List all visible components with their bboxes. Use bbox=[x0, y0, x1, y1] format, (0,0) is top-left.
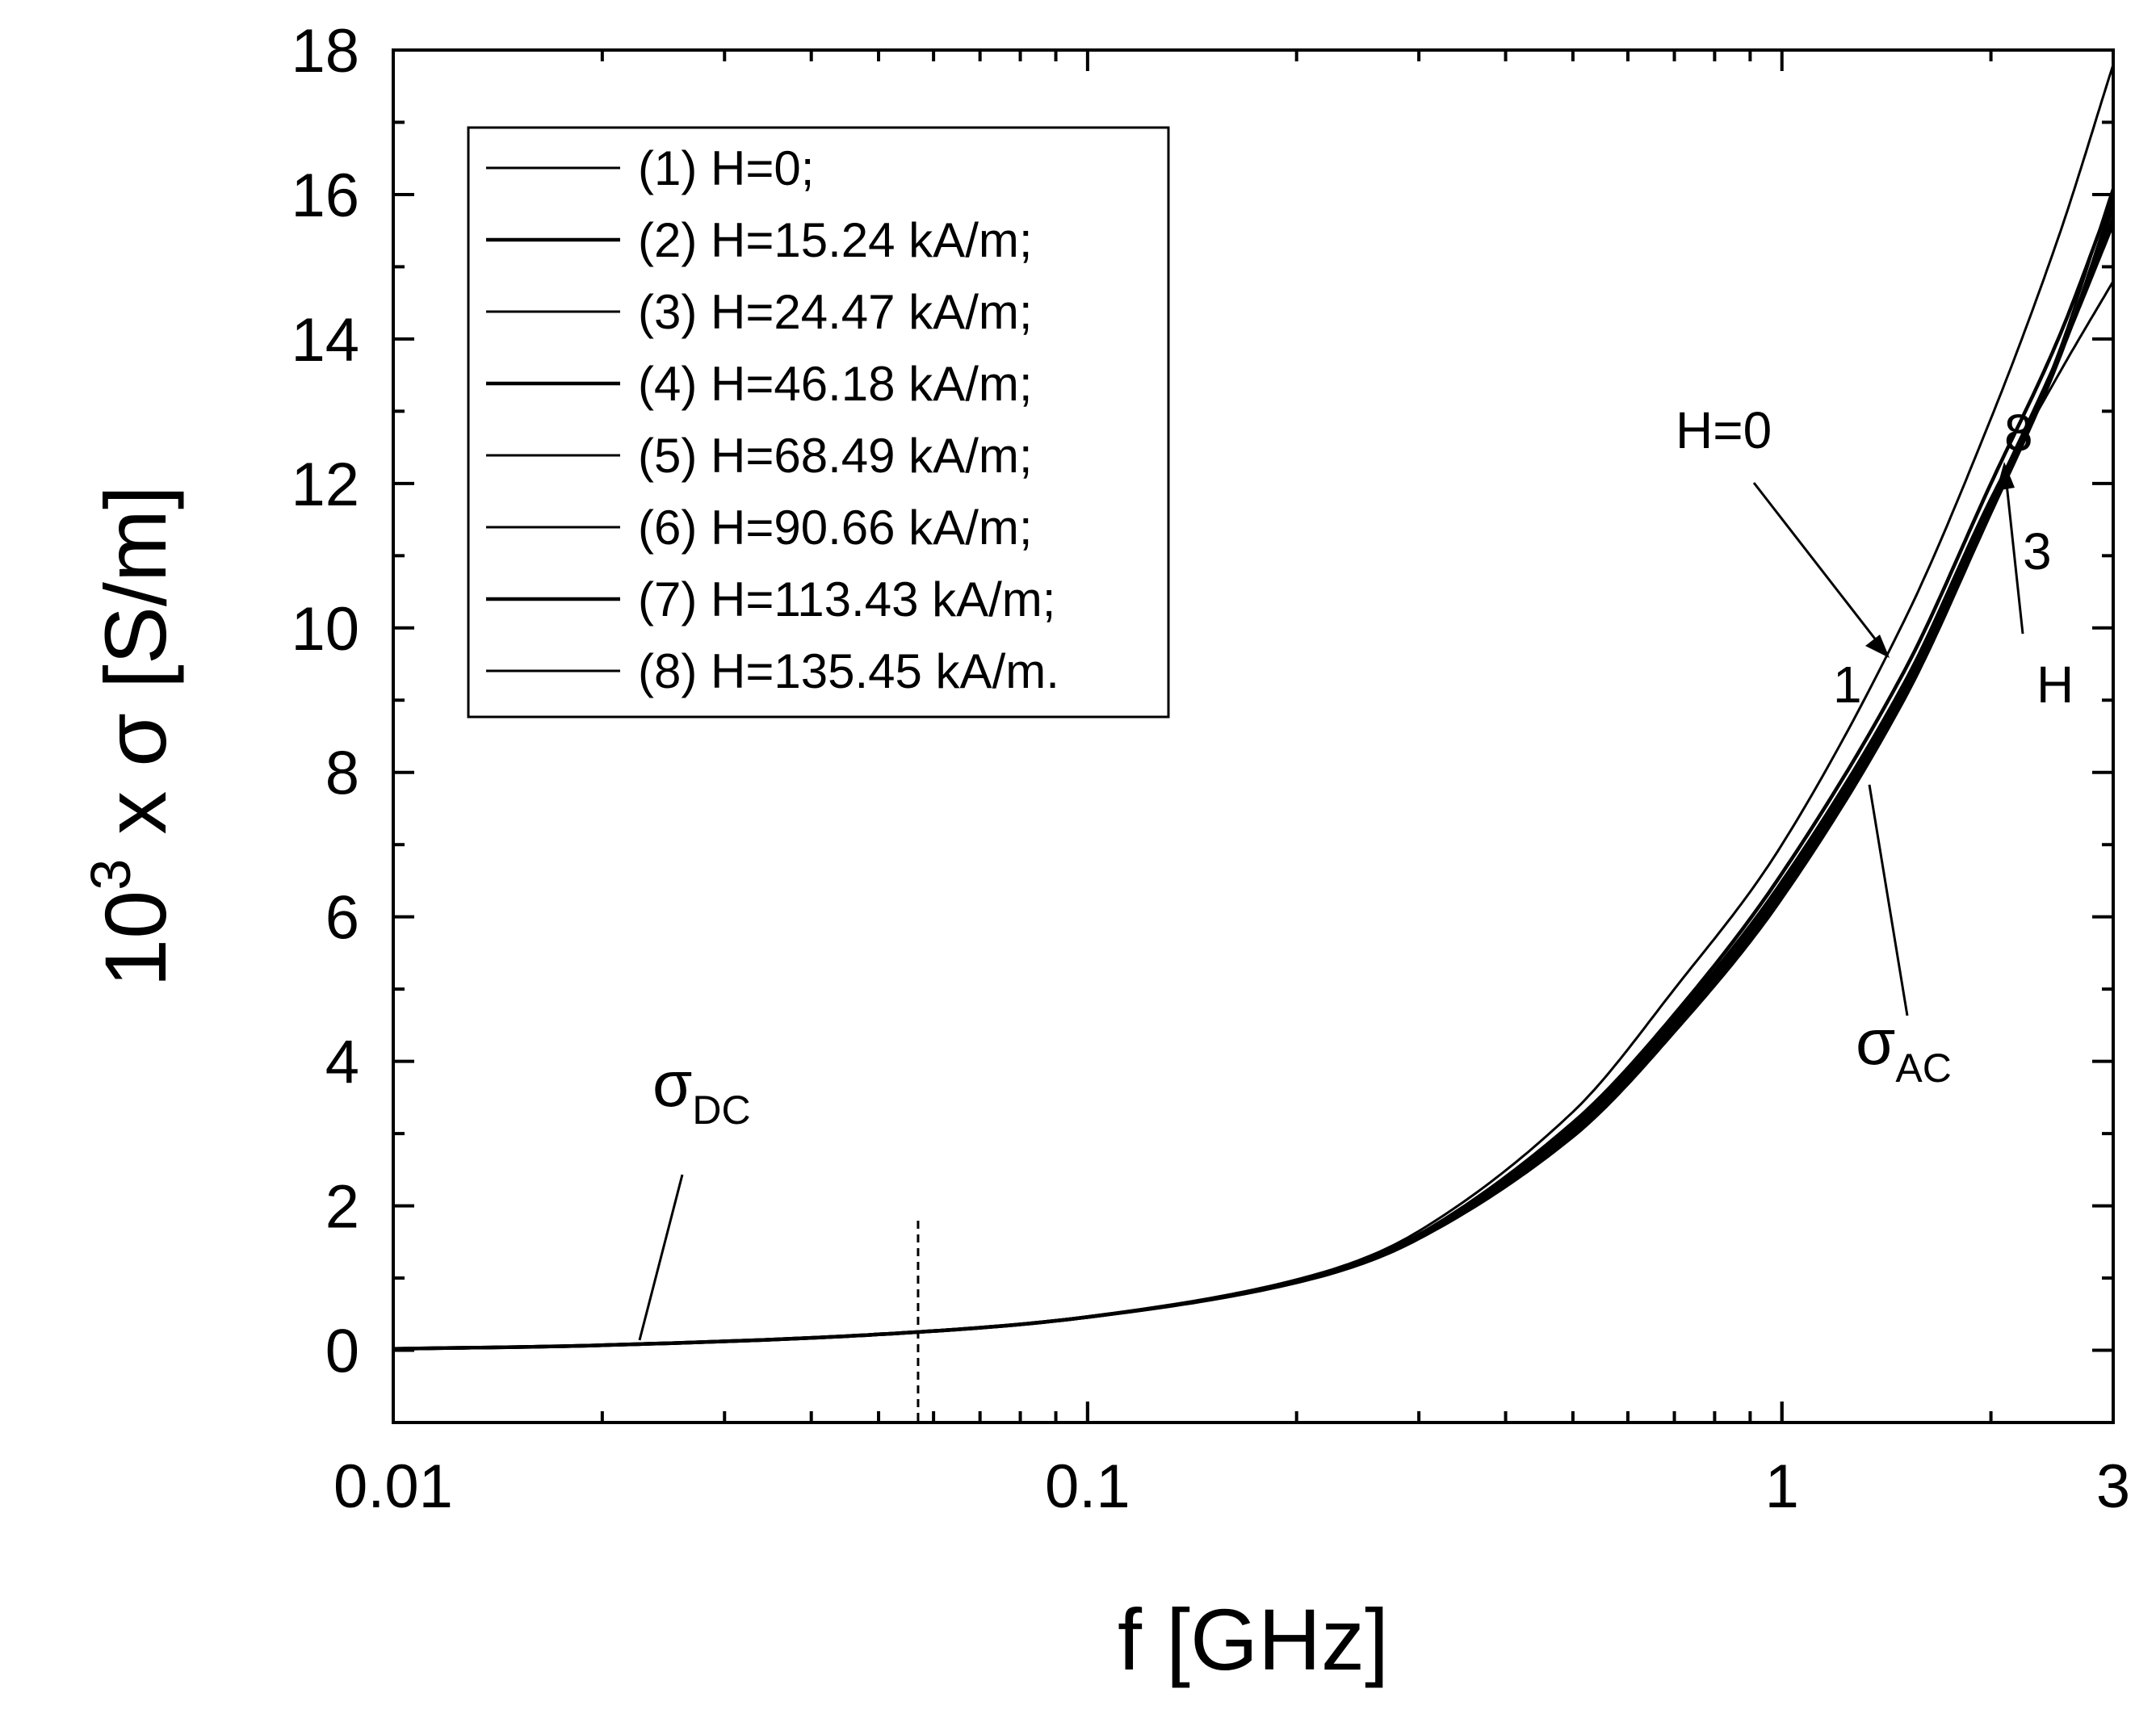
curve1-label: 1 bbox=[1833, 656, 1862, 714]
legend: (1) H=0; (2) H=15.24 kA/m; (3) H=24.47 kA/… bbox=[467, 126, 1170, 719]
legend-label-3: (3) H=24.47 kA/m; bbox=[638, 285, 1033, 339]
x-tick-label: 0.1 bbox=[1045, 1452, 1130, 1521]
sigma-ac-pointer bbox=[1868, 784, 1909, 1016]
sigma-dc-label: σDC bbox=[652, 1048, 751, 1133]
h-label: H bbox=[2036, 656, 2074, 714]
sigma-dc-pointer bbox=[638, 1174, 684, 1341]
series-line-8 bbox=[392, 186, 2115, 1351]
y-tick-label: 6 bbox=[325, 884, 359, 953]
y-tick-label: 14 bbox=[291, 306, 359, 375]
plot-frame bbox=[392, 48, 2115, 1424]
y-tick-label: 12 bbox=[291, 450, 359, 519]
x-axis: 0.01 0.1 1 3 bbox=[333, 50, 2130, 1521]
curve3-label: 3 bbox=[2023, 522, 2052, 580]
y-tick-label: 4 bbox=[325, 1029, 359, 1097]
legend-label-6: (6) H=90.66 kA/m; bbox=[638, 501, 1033, 555]
y-tick-label: 2 bbox=[325, 1173, 359, 1242]
y-tick-label: 16 bbox=[291, 161, 359, 230]
x-tick-label: 0.01 bbox=[333, 1452, 453, 1521]
x-tick-label: 3 bbox=[2096, 1452, 2130, 1521]
y-tick-label: 0 bbox=[325, 1318, 359, 1386]
legend-label-8: (8) H=135.45 kA/m. bbox=[638, 644, 1059, 698]
h-arrow-line bbox=[2004, 476, 2024, 635]
x-axis-label: f [GHz] bbox=[1118, 1590, 1389, 1688]
h0-label: H=0 bbox=[1676, 401, 1772, 459]
series-group bbox=[392, 64, 2116, 1351]
legend-label-2: (2) H=15.24 kA/m; bbox=[638, 213, 1033, 267]
h0-pointer bbox=[1752, 482, 1887, 653]
y-axis-label: 103 x σ [S/m] bbox=[79, 485, 184, 987]
legend-label-4: (4) H=46.18 kA/m; bbox=[638, 357, 1033, 411]
legend-label-7: (7) H=113.43 kA/m; bbox=[638, 572, 1055, 626]
sigma-ac-label: σAC bbox=[1856, 1006, 1952, 1091]
y-tick-label: 10 bbox=[291, 595, 359, 664]
h0-arrowhead bbox=[1865, 635, 1890, 658]
x-tick-label: 1 bbox=[1765, 1452, 1799, 1521]
curve8-label: 8 bbox=[2004, 404, 2033, 462]
y-tick-label: 18 bbox=[291, 17, 359, 86]
legend-label-1: (1) H=0; bbox=[638, 141, 814, 195]
y-tick-label: 8 bbox=[325, 740, 359, 808]
legend-box bbox=[467, 126, 1170, 719]
h-arrowhead bbox=[1996, 462, 2015, 491]
legend-label-5: (5) H=68.49 kA/m; bbox=[638, 429, 1033, 483]
legend-items: (1) H=0; (2) H=15.24 kA/m; (3) H=24.47 kA/… bbox=[486, 141, 1059, 698]
